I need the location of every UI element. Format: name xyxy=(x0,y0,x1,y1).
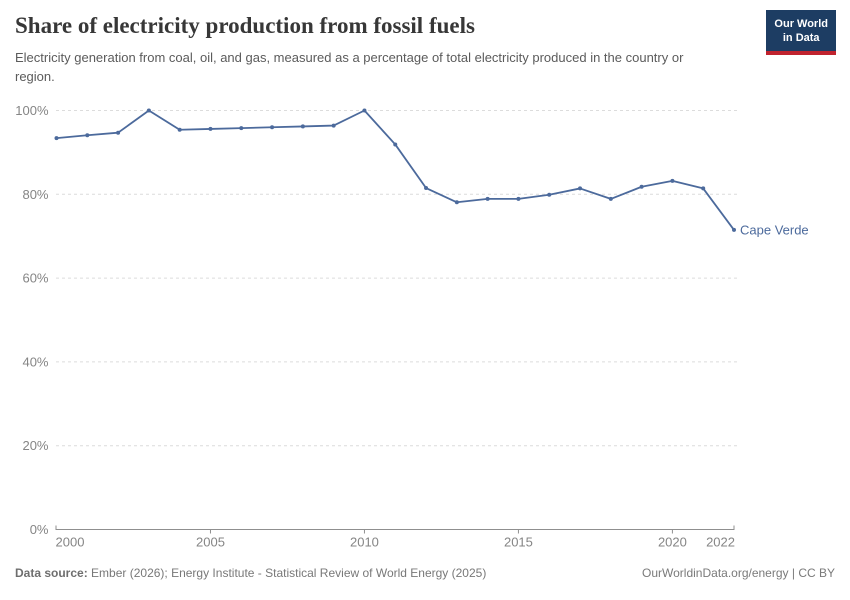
credit-link[interactable]: OurWorldinData.org/energy | CC BY xyxy=(642,566,835,580)
data-point[interactable] xyxy=(639,184,644,189)
data-point[interactable] xyxy=(393,142,398,147)
y-tick-label: 100% xyxy=(15,103,49,118)
data-source-label: Data source: xyxy=(15,566,88,580)
x-tick-label: 2015 xyxy=(504,535,533,550)
y-tick-label: 60% xyxy=(22,271,48,286)
data-source: Data source: Ember (2026); Energy Instit… xyxy=(15,566,486,580)
data-point[interactable] xyxy=(454,200,459,205)
y-tick-label: 20% xyxy=(22,438,48,453)
chart-subtitle: Electricity generation from coal, oil, a… xyxy=(15,50,684,85)
data-point[interactable] xyxy=(516,196,521,201)
data-point[interactable] xyxy=(177,127,182,132)
y-tick-label: 80% xyxy=(22,187,48,202)
data-point[interactable] xyxy=(547,192,552,197)
data-point[interactable] xyxy=(54,136,59,141)
data-point[interactable] xyxy=(485,196,490,201)
owid-logo-line2: in Data xyxy=(782,32,820,45)
owid-logo-line1: Our World xyxy=(774,18,828,30)
data-point[interactable] xyxy=(362,108,367,113)
data-point[interactable] xyxy=(732,227,736,232)
data-point[interactable] xyxy=(608,196,613,201)
x-tick-label: 2022 xyxy=(706,535,735,550)
data-point[interactable] xyxy=(670,178,675,183)
data-point[interactable] xyxy=(331,123,336,128)
x-tick-label: 2000 xyxy=(56,535,85,550)
series-line[interactable] xyxy=(55,109,735,231)
data-point[interactable] xyxy=(85,133,90,138)
data-point[interactable] xyxy=(300,124,305,129)
data-point[interactable] xyxy=(578,186,583,191)
data-point[interactable] xyxy=(270,125,275,130)
data-point[interactable] xyxy=(424,186,429,191)
y-tick-label: 40% xyxy=(22,354,48,369)
x-tick-label: 2020 xyxy=(658,535,687,550)
owid-logo: Our World in Data xyxy=(766,10,836,55)
data-point[interactable] xyxy=(701,186,706,191)
title-block: Share of electricity production from fos… xyxy=(15,13,766,87)
data-source-text: Ember (2026); Energy Institute - Statist… xyxy=(91,566,487,580)
x-tick-label: 2005 xyxy=(196,535,225,550)
y-tick-label: 0% xyxy=(30,522,49,537)
data-point[interactable] xyxy=(208,126,213,131)
data-point[interactable] xyxy=(116,130,121,135)
data-point[interactable] xyxy=(239,126,244,131)
x-axis-line xyxy=(55,525,735,530)
series-end-label[interactable]: Cape Verde xyxy=(740,222,809,237)
x-tick-label: 2010 xyxy=(350,535,379,550)
chart-title: Share of electricity production from fos… xyxy=(15,13,475,38)
chart-footer: Data source: Ember (2026); Energy Instit… xyxy=(15,566,835,580)
chart-header: Share of electricity production from fos… xyxy=(15,10,836,87)
data-point[interactable] xyxy=(146,108,151,113)
